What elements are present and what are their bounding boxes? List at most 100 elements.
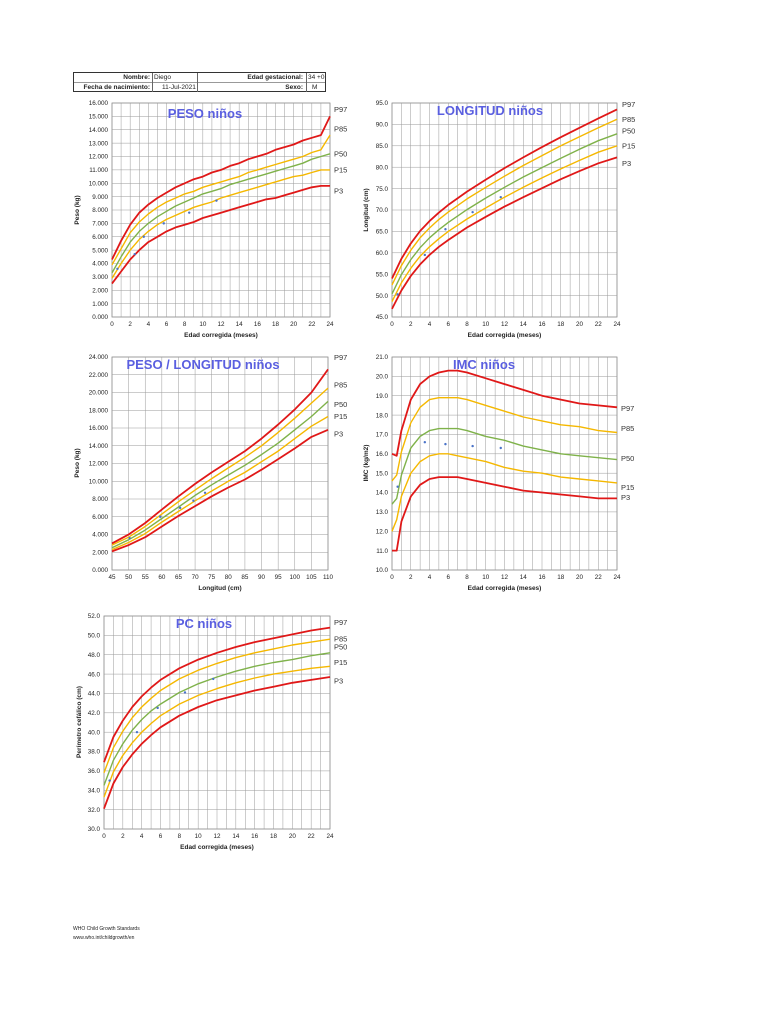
x-tick-label: 105	[306, 574, 317, 581]
curve-p97	[111, 368, 329, 545]
x-tick-label: 0	[390, 321, 394, 328]
y-tick-label: 10.0	[376, 567, 389, 574]
x-tick-label: 2	[121, 833, 125, 840]
measurement-point	[471, 210, 474, 214]
weight-age-chart: 0 2 4 6 8 10 12 14 16 18 20 22 240.0001.0002.0003.00…	[74, 100, 347, 339]
x-tick-label: 2	[128, 321, 132, 328]
y-tick-label: 14.0	[376, 490, 389, 497]
x-tick-label: 4	[140, 833, 144, 840]
x-tick-label: 65	[175, 574, 183, 581]
y-tick-label: 95.0	[376, 100, 389, 107]
y-tick-label: 11.0	[376, 548, 388, 555]
measurement-point	[423, 253, 427, 257]
y-tick-label: 20.0	[376, 374, 389, 381]
chart-title: PESO / LONGITUD niños	[126, 357, 279, 372]
curve-p15	[391, 453, 618, 532]
patient-header: Nombre: Diego Fecha de nacimiento: 11-Ju…	[73, 72, 326, 92]
y-tick-label: 6.000	[92, 514, 108, 521]
y-tick-label: 2.000	[92, 549, 108, 556]
curve-p3	[103, 676, 331, 810]
birth-date-value: 11-Jul-2021	[162, 84, 196, 91]
y-tick-label: 1.000	[92, 301, 108, 308]
x-tick-label: 18	[557, 574, 565, 581]
x-tick-label: 12	[501, 321, 509, 328]
sex-label: Sexo:	[285, 84, 303, 91]
percentile-label-p85: P85	[334, 635, 347, 644]
percentile-label-p50: P50	[334, 149, 347, 158]
header-col-divider	[197, 73, 198, 92]
x-tick-label: 110	[323, 574, 334, 581]
measurement-point	[192, 499, 195, 502]
percentile-label-p97: P97	[334, 105, 347, 114]
x-tick-label: 14	[232, 833, 240, 840]
percentile-label-p85: P85	[621, 424, 634, 433]
curve-p97	[391, 108, 618, 279]
y-tick-label: 65.0	[376, 229, 389, 236]
y-tick-label: 7.000	[92, 221, 108, 228]
curve-p50	[391, 133, 618, 295]
percentile-label-p3: P3	[334, 186, 343, 195]
y-axis-title: Peso (kg)	[74, 195, 81, 224]
x-axis-title: Edad corregida (meses)	[468, 332, 542, 339]
x-tick-label: 4	[428, 574, 432, 581]
x-axis-title: Longitud (cm)	[198, 585, 241, 592]
x-tick-label: 10	[199, 321, 207, 328]
x-tick-label: 80	[225, 574, 233, 581]
y-tick-label: 3.000	[92, 274, 108, 281]
footer-source: WHO Child Growth Standards www.who.int/c…	[73, 925, 140, 943]
curve-p85	[391, 118, 618, 286]
x-tick-label: 70	[192, 574, 200, 581]
x-tick-label: 0	[102, 833, 106, 840]
curve-p85	[103, 638, 331, 774]
measurement-point	[423, 441, 427, 444]
x-tick-label: 22	[595, 321, 603, 328]
x-tick-label: 4	[147, 321, 151, 328]
footer-source-name: WHO Child Growth Standards	[73, 926, 140, 932]
x-tick-label: 10	[482, 574, 490, 581]
x-tick-label: 20	[576, 321, 584, 328]
percentile-label-p97: P97	[621, 404, 634, 413]
y-tick-label: 48.0	[88, 652, 101, 659]
measurement-point	[499, 195, 502, 199]
curve-p3	[111, 428, 329, 553]
percentile-label-p15: P15	[334, 412, 347, 421]
measurement-point	[444, 228, 447, 231]
x-tick-label: 8	[183, 321, 187, 328]
percentile-label-p15: P15	[334, 165, 347, 174]
y-tick-label: 6.000	[92, 234, 108, 241]
measurement-point	[116, 267, 119, 271]
y-tick-label: 2.000	[92, 287, 108, 294]
y-tick-label: 4.000	[92, 261, 108, 268]
measurement-point	[178, 506, 182, 510]
x-tick-label: 22	[308, 321, 316, 328]
y-tick-label: 38.0	[88, 749, 101, 756]
x-tick-label: 16	[251, 833, 259, 840]
y-tick-label: 44.0	[88, 691, 101, 698]
x-tick-label: 16	[538, 321, 546, 328]
y-tick-label: 17.0	[376, 432, 389, 439]
x-tick-label: 18	[270, 833, 278, 840]
y-tick-label: 90.0	[376, 122, 389, 129]
head-circ-age-chart: 0 2 4 6 8 10 12 14 16 18 20 22 2430.032.034.036.038.…	[76, 613, 347, 851]
y-tick-label: 50.0	[88, 633, 101, 640]
curve-p97	[391, 369, 618, 457]
x-tick-label: 100	[290, 574, 301, 581]
y-tick-label: 10.000	[89, 180, 109, 187]
x-tick-label: 24	[613, 574, 621, 581]
x-tick-label: 8	[465, 321, 469, 328]
x-tick-label: 8	[178, 833, 182, 840]
measurement-point	[444, 442, 447, 446]
percentile-label-p3: P3	[621, 493, 630, 502]
x-tick-label: 10	[195, 833, 203, 840]
x-tick-label: 20	[290, 321, 298, 328]
y-axis-title: IMC (kg/m2)	[363, 445, 370, 482]
percentile-label-p97: P97	[334, 618, 347, 627]
measurement-point	[135, 730, 139, 734]
measurement-point	[499, 446, 502, 450]
x-tick-label: 12	[501, 574, 509, 581]
x-tick-label: 14	[236, 321, 244, 328]
x-tick-label: 90	[258, 574, 266, 581]
x-tick-label: 22	[308, 833, 316, 840]
x-tick-label: 95	[275, 574, 283, 581]
